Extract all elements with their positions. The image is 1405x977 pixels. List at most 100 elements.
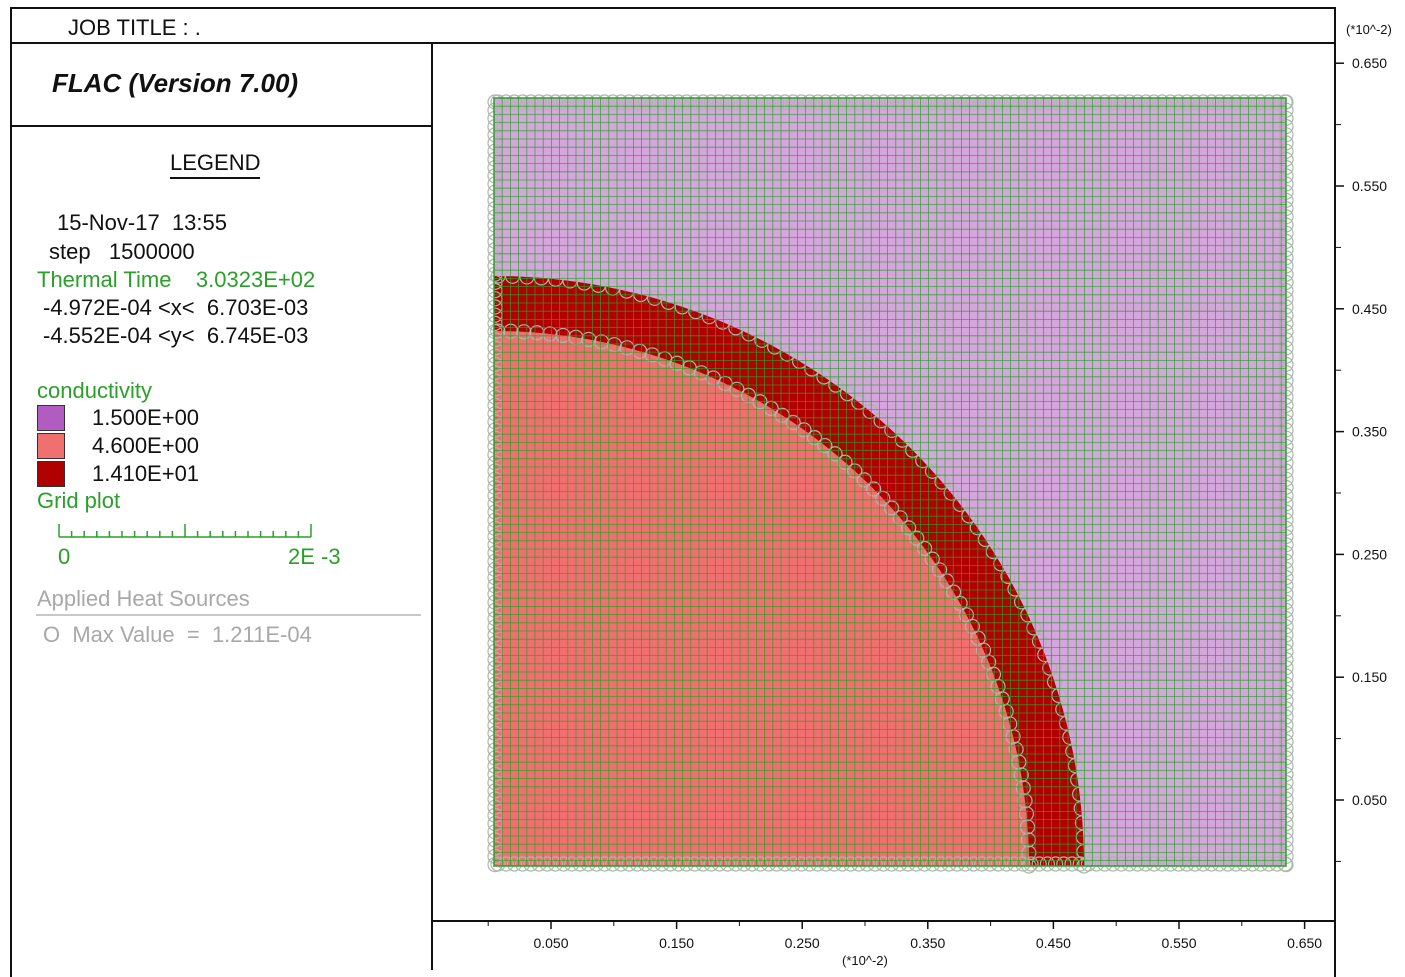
heat-source-marker — [909, 530, 925, 546]
heat-source-marker — [859, 856, 875, 872]
heat-source-marker — [932, 562, 948, 578]
heat-source-marker — [754, 332, 770, 348]
heat-source-marker — [555, 856, 572, 872]
heat-source-marker — [1121, 94, 1138, 110]
heat-source-marker — [1138, 94, 1154, 110]
heat-source-marker — [982, 856, 998, 872]
conductivity-swatch-2 — [37, 433, 65, 459]
heat-source-marker — [1006, 94, 1023, 110]
heat-source-marker — [581, 331, 597, 348]
heat-source-marker — [1017, 793, 1033, 809]
heat-source-marker — [605, 94, 621, 110]
heat-source-marker — [859, 94, 875, 110]
x-tick-label: 0.250 — [785, 935, 820, 951]
heat-source-marker — [866, 481, 882, 497]
heat-source-marker — [670, 94, 687, 110]
heat-source-marker — [827, 446, 843, 462]
heat-source-marker — [1080, 856, 1097, 872]
heat-source-marker — [490, 94, 506, 110]
heat-source-marker — [1236, 856, 1252, 872]
heat-source-marker — [1211, 94, 1228, 110]
heat-source-marker — [1023, 94, 1039, 110]
heat-source-marker — [1146, 94, 1162, 110]
heat-source-marker — [588, 94, 605, 110]
heat-source-marker — [806, 430, 823, 446]
heat-source-marker — [867, 94, 883, 110]
heat-source-marker — [1031, 633, 1048, 649]
version-box — [10, 44, 433, 127]
heat-source-marker — [916, 856, 933, 872]
heat-source-marker — [1088, 94, 1105, 110]
heat-source-marker — [1023, 856, 1039, 872]
heat-source-marker — [1047, 856, 1064, 872]
heat-source-marker — [613, 856, 629, 872]
y-tick-label: 0.450 — [1352, 301, 1387, 317]
heat-source-marker — [793, 856, 810, 872]
heat-source-marker — [1195, 94, 1211, 110]
heat-source-marker — [736, 856, 752, 872]
heat-source-marker — [1064, 94, 1080, 110]
heat-source-marker — [555, 94, 572, 110]
heat-source-marker — [1042, 660, 1058, 676]
heat-source-marker — [744, 94, 760, 110]
heat-source-marker — [572, 94, 588, 110]
heat-source-marker — [875, 856, 892, 872]
heat-source-marker — [1179, 94, 1195, 110]
heat-source-marker — [1244, 856, 1261, 872]
heat-source-marker — [818, 856, 834, 872]
heat-source-marker — [1170, 856, 1187, 872]
heat-source-marker — [1039, 856, 1056, 872]
heat-source-marker — [580, 94, 596, 110]
x-tick-label: 0.150 — [659, 935, 694, 951]
model-boundary — [493, 97, 1287, 867]
heat-source-marker — [662, 856, 678, 872]
legend-heading: LEGEND — [170, 150, 261, 179]
heat-source-marker — [678, 94, 695, 110]
x-tick-label: 0.550 — [1161, 935, 1196, 951]
heat-source-marker — [646, 94, 662, 110]
y-axis-unit: (*10^-2) — [1346, 22, 1392, 37]
heat-source-marker — [1252, 94, 1269, 110]
grid-plot-label: Grid plot — [37, 488, 121, 513]
heat-source-marker — [1047, 94, 1064, 110]
y-tick-label: 0.350 — [1352, 424, 1387, 440]
x-tick-label: 0.350 — [910, 935, 945, 951]
heat-source-marker — [752, 94, 769, 110]
heat-source-marker — [596, 856, 613, 872]
heat-source-marker — [1055, 701, 1071, 717]
heat-source-marker — [1129, 94, 1146, 110]
heat-source-marker — [900, 520, 917, 536]
heat-source-marker — [564, 94, 580, 110]
heat-source-marker — [678, 856, 695, 872]
heat-source-marker — [580, 856, 596, 872]
heat-source-marker — [779, 346, 795, 362]
y-tick-label: 0.650 — [1352, 55, 1387, 71]
heat-source-marker — [883, 856, 900, 872]
heat-source-marker — [1072, 94, 1088, 110]
heat-source-marker — [752, 856, 769, 872]
heat-source-marker — [1244, 94, 1261, 110]
heat-source-marker — [1000, 568, 1016, 584]
heat-source-marker — [982, 94, 998, 110]
heat-source-marker — [629, 856, 646, 872]
heat-source-marker — [769, 856, 785, 872]
heat-source-marker — [516, 324, 532, 340]
heat-source-marker — [728, 856, 744, 872]
heat-source-marker — [719, 856, 736, 872]
heat-source-marker — [785, 856, 801, 872]
heat-source-marker — [662, 94, 678, 110]
heat-source-marker — [1015, 856, 1031, 872]
heat-source-marker — [793, 94, 810, 110]
heat-source-marker — [654, 856, 670, 872]
plot-frame — [10, 7, 1336, 977]
y-tick-label: 0.150 — [1352, 669, 1387, 685]
heat-source-marker — [670, 856, 687, 872]
y-tick-label: 0.050 — [1352, 792, 1387, 808]
heat-source-marker — [826, 856, 842, 872]
heat-source-marker — [834, 94, 851, 110]
heat-source-marker — [529, 325, 545, 341]
heat-source-marker — [917, 540, 933, 557]
heat-source-marker — [1138, 856, 1154, 872]
heat-source-marker — [769, 94, 785, 110]
